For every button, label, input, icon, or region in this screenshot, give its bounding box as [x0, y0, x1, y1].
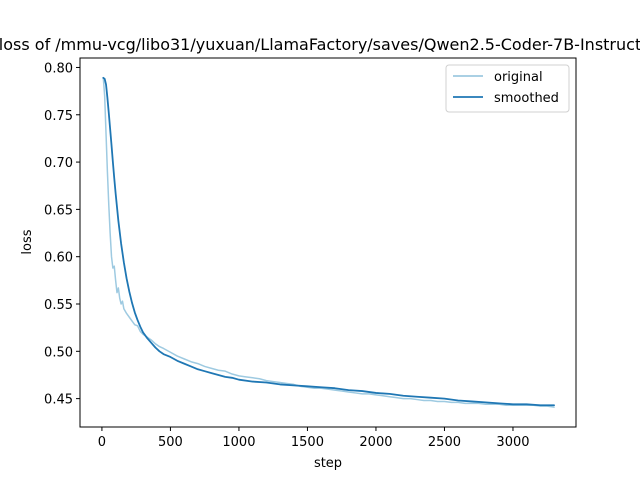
y-axis-label: loss [20, 229, 35, 254]
y-tick-label: 0.70 [44, 156, 73, 171]
y-axis: 0.45 0.50 0.55 0.60 0.65 0.70 0.75 0.80 [44, 61, 80, 408]
legend: original smoothed [445, 64, 570, 113]
y-tick-label: 0.75 [44, 109, 73, 124]
x-tick-label: 0 [98, 435, 106, 450]
legend-label-smoothed: smoothed [494, 91, 559, 106]
legend-label-original: original [494, 70, 543, 85]
y-tick-label: 0.55 [44, 298, 73, 313]
x-tick-label: 3000 [496, 435, 529, 450]
chart-title: loss of /mmu-vcg/libo31/yuxuan/LlamaFact… [0, 35, 640, 54]
y-tick-label: 0.65 [44, 203, 73, 218]
series-line-smoothed [102, 76, 555, 407]
series-line-original [102, 77, 555, 408]
y-tick-label: 0.80 [44, 61, 73, 76]
series-layer [102, 76, 555, 408]
x-axis: 0 500 1000 1500 2000 2500 3000 [98, 427, 530, 450]
y-tick-label: 0.45 [44, 393, 73, 408]
x-tick-label: 500 [158, 435, 183, 450]
x-axis-label: step [314, 456, 342, 471]
x-tick-label: 1500 [291, 435, 324, 450]
x-tick-label: 1000 [222, 435, 255, 450]
plot-frame [79, 57, 577, 428]
x-tick-label: 2000 [359, 435, 392, 450]
x-tick-label: 2500 [428, 435, 461, 450]
y-tick-label: 0.60 [44, 251, 73, 266]
y-tick-label: 0.50 [44, 345, 73, 360]
